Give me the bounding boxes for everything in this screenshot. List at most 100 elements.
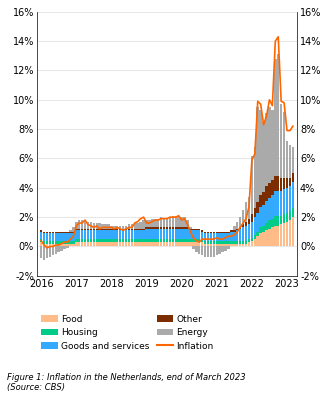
Bar xyxy=(75,229,77,230)
Bar xyxy=(283,223,285,247)
Bar xyxy=(148,242,151,247)
Bar xyxy=(292,147,294,173)
Bar xyxy=(69,243,72,247)
Bar xyxy=(69,232,72,233)
Bar xyxy=(160,227,162,229)
Bar xyxy=(207,247,209,257)
Bar xyxy=(75,239,77,242)
Bar xyxy=(221,233,224,241)
Bar xyxy=(84,239,86,242)
Bar xyxy=(192,239,195,242)
Bar xyxy=(40,230,42,232)
Bar xyxy=(271,219,274,227)
Bar xyxy=(280,178,283,191)
Bar xyxy=(60,247,63,251)
Bar xyxy=(78,230,80,239)
Bar xyxy=(142,230,145,239)
Bar xyxy=(224,232,227,233)
Bar xyxy=(215,243,218,247)
Bar xyxy=(101,229,104,230)
Bar xyxy=(78,242,80,247)
Bar xyxy=(180,239,183,242)
Bar xyxy=(96,230,98,239)
Bar xyxy=(93,229,95,230)
Bar xyxy=(201,230,203,232)
Bar xyxy=(66,247,69,248)
Bar xyxy=(60,232,63,233)
Bar xyxy=(110,229,113,230)
Bar xyxy=(186,227,189,229)
Bar xyxy=(78,239,80,242)
Bar xyxy=(286,141,288,178)
Bar xyxy=(66,232,69,233)
Bar xyxy=(113,239,116,242)
Bar xyxy=(145,220,148,227)
Bar xyxy=(224,247,227,251)
Bar xyxy=(151,227,154,229)
Bar xyxy=(101,225,104,229)
Bar xyxy=(81,220,84,229)
Bar xyxy=(172,242,174,247)
Bar xyxy=(286,188,288,213)
Bar xyxy=(274,216,277,226)
Bar xyxy=(207,232,209,233)
Bar xyxy=(96,242,98,247)
Bar xyxy=(260,227,262,233)
Bar xyxy=(84,230,86,239)
Bar xyxy=(289,178,291,186)
Bar xyxy=(265,113,268,186)
Bar xyxy=(271,195,274,219)
Bar xyxy=(96,239,98,242)
Bar xyxy=(122,226,124,229)
Bar xyxy=(289,186,291,211)
Bar xyxy=(268,107,271,184)
Bar xyxy=(160,239,162,242)
Bar xyxy=(192,230,195,239)
Bar xyxy=(227,247,230,249)
Bar xyxy=(277,54,280,176)
Bar xyxy=(125,242,127,247)
Bar xyxy=(180,229,183,239)
Bar xyxy=(201,242,203,247)
Bar xyxy=(81,230,84,239)
Bar xyxy=(119,242,122,247)
Bar xyxy=(51,243,54,247)
Bar xyxy=(169,239,171,242)
Bar xyxy=(87,229,89,230)
Bar xyxy=(260,207,262,227)
Bar xyxy=(90,239,92,242)
Bar xyxy=(218,247,221,254)
Bar xyxy=(268,229,271,247)
Bar xyxy=(107,225,110,229)
Bar xyxy=(213,247,215,257)
Bar xyxy=(186,242,189,247)
Bar xyxy=(262,232,265,247)
Bar xyxy=(198,239,200,242)
Bar xyxy=(242,210,244,225)
Bar xyxy=(198,247,200,254)
Bar xyxy=(54,247,57,254)
Bar xyxy=(43,243,45,247)
Bar xyxy=(213,233,215,241)
Bar xyxy=(131,230,133,239)
Bar xyxy=(227,241,230,243)
Bar xyxy=(177,242,180,247)
Bar xyxy=(242,243,244,247)
Bar xyxy=(233,243,235,247)
Bar xyxy=(233,226,235,230)
Bar xyxy=(277,176,280,191)
Bar xyxy=(157,242,159,247)
Bar xyxy=(84,242,86,247)
Bar xyxy=(46,232,48,233)
Bar xyxy=(274,59,277,176)
Bar xyxy=(131,229,133,230)
Bar xyxy=(99,230,101,239)
Bar xyxy=(198,230,200,239)
Bar xyxy=(169,229,171,239)
Bar xyxy=(154,239,157,242)
Bar xyxy=(116,229,119,230)
Bar xyxy=(215,241,218,243)
Bar xyxy=(40,242,42,247)
Bar xyxy=(286,178,288,188)
Bar xyxy=(186,239,189,242)
